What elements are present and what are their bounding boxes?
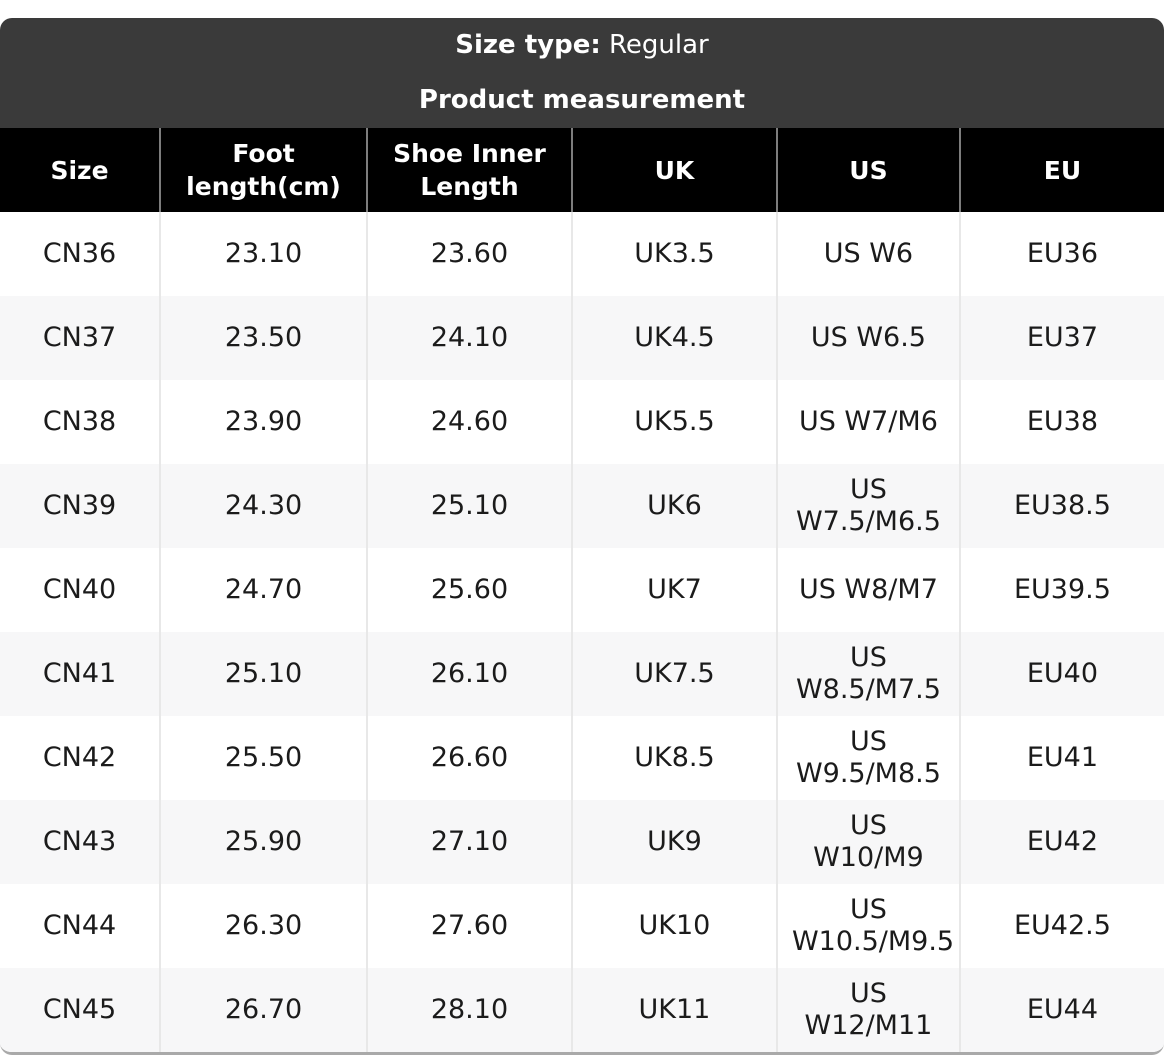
table-cell: CN42: [0, 716, 162, 800]
table-cell: 24.10: [367, 296, 573, 380]
table-cell: EU40: [1026, 658, 1099, 689]
table-cell: UK5.5: [571, 380, 778, 464]
size-chart: Size type: Regular Product measurement S…: [0, 18, 1164, 1055]
table-cell: US W12/M11: [776, 968, 961, 1052]
column-header-us: US: [776, 128, 961, 212]
table-cell: 25.50: [160, 716, 368, 800]
table-cell: US W6: [776, 212, 961, 296]
column-header-size: Size: [0, 128, 162, 212]
table-row: CN39 24.30 25.10 UK6 US W7.5/M6.5 EU38.5: [0, 464, 1164, 548]
table-cell: 27.60: [367, 884, 573, 968]
table-cell: UK9: [571, 800, 778, 884]
table-cell: 24.70: [160, 548, 368, 632]
table-cell: US W8.5/M7.5: [776, 632, 961, 716]
table-row: CN40 24.70 25.60 UK7 US W8/M7 EU39.5: [0, 548, 1164, 632]
table-cell: 26.10: [367, 632, 573, 716]
table-cell: CN37: [0, 296, 162, 380]
column-header-foot-length: Foot length(cm): [160, 128, 368, 212]
table-cell: CN43: [0, 800, 162, 884]
table-row: CN38 23.90 24.60 UK5.5 US W7/M6 EU38: [0, 380, 1164, 464]
table-cell: UK10: [571, 884, 778, 968]
table-cell: UK3.5: [571, 212, 778, 296]
table-cell: CN38: [0, 380, 162, 464]
table-row: CN37 23.50 24.10 UK4.5 US W6.5 EU37: [0, 296, 1164, 380]
table-cell: US W7.5/M6.5: [776, 464, 961, 548]
table-cell: EU36: [1026, 238, 1099, 269]
table-cell: 23.10: [160, 212, 368, 296]
table-cell: US W7/M6: [776, 380, 961, 464]
table-cell: EU42.5: [1013, 910, 1111, 941]
table-cell: 25.10: [367, 464, 573, 548]
table-cell: UK8.5: [571, 716, 778, 800]
table-cell: 27.10: [367, 800, 573, 884]
table-cell: 28.10: [367, 968, 573, 1052]
table-cell: US W6.5: [776, 296, 961, 380]
table-cell: UK6: [571, 464, 778, 548]
size-type-label: Size type:: [455, 30, 601, 60]
table-cell: UK4.5: [571, 296, 778, 380]
table-cell: CN44: [0, 884, 162, 968]
table-cell: 25.60: [367, 548, 573, 632]
table-cell: 26.70: [160, 968, 368, 1052]
table-header-row: Size Foot length(cm) Shoe Inner Length U…: [0, 128, 1164, 212]
column-header-shoe-inner-length: Shoe Inner Length: [367, 128, 573, 212]
table-cell: EU39.5: [1013, 574, 1111, 605]
table-cell: 25.90: [160, 800, 368, 884]
table-cell: 23.90: [160, 380, 368, 464]
table-row: CN41 25.10 26.10 UK7.5 US W8.5/M7.5 EU40: [0, 632, 1164, 716]
table-cell: EU42: [1026, 826, 1099, 857]
size-type-line: Size type: Regular: [0, 18, 1164, 73]
table-cell: EU41: [1026, 742, 1099, 773]
table-row: CN43 25.90 27.10 UK9 US W10/M9 EU42: [0, 800, 1164, 884]
column-header-uk: UK: [571, 128, 778, 212]
table-cell: EU44: [1026, 994, 1099, 1025]
table-cell: CN36: [0, 212, 162, 296]
size-chart-header: Size type: Regular Product measurement: [0, 18, 1164, 128]
table-cell: UK7.5: [571, 632, 778, 716]
table-cell: CN45: [0, 968, 162, 1052]
table-cell: 24.60: [367, 380, 573, 464]
table-cell: CN39: [0, 464, 162, 548]
table-cell: US W8/M7: [776, 548, 961, 632]
table-row: CN44 26.30 27.60 UK10 US W10.5/M9.5 EU42.5: [0, 884, 1164, 968]
table-row: CN42 25.50 26.60 UK8.5 US W9.5/M8.5 EU41: [0, 716, 1164, 800]
size-conversion-table: Size Foot length(cm) Shoe Inner Length U…: [0, 128, 1164, 1052]
table-cell: CN40: [0, 548, 162, 632]
table-cell: 26.30: [160, 884, 368, 968]
table-row: CN45 26.70 28.10 UK11 US W12/M11 EU44: [0, 968, 1164, 1052]
table-cell: CN41: [0, 632, 162, 716]
table-cell: 23.60: [367, 212, 573, 296]
table-cell: EU38: [1026, 406, 1099, 437]
table-cell: US W10/M9: [776, 800, 961, 884]
table-cell: UK7: [571, 548, 778, 632]
table-cell: US W10.5/M9.5: [776, 884, 961, 968]
size-type-value: Regular: [609, 30, 709, 60]
table-cell: US W9.5/M8.5: [776, 716, 961, 800]
column-header-eu: EU: [959, 128, 1164, 212]
table-cell: 26.60: [367, 716, 573, 800]
table-cell: EU37: [1026, 322, 1099, 353]
table-row: CN36 23.10 23.60 UK3.5 US W6 EU36: [0, 212, 1164, 296]
table-cell: UK11: [571, 968, 778, 1052]
table-cell: 23.50: [160, 296, 368, 380]
product-measurement-title: Product measurement: [418, 85, 746, 115]
table-cell: 25.10: [160, 632, 368, 716]
table-cell: EU38.5: [1013, 490, 1111, 521]
table-body: CN36 23.10 23.60 UK3.5 US W6 EU36 CN37 23.50 24.…: [0, 212, 1164, 1052]
table-cell: 24.30: [160, 464, 368, 548]
